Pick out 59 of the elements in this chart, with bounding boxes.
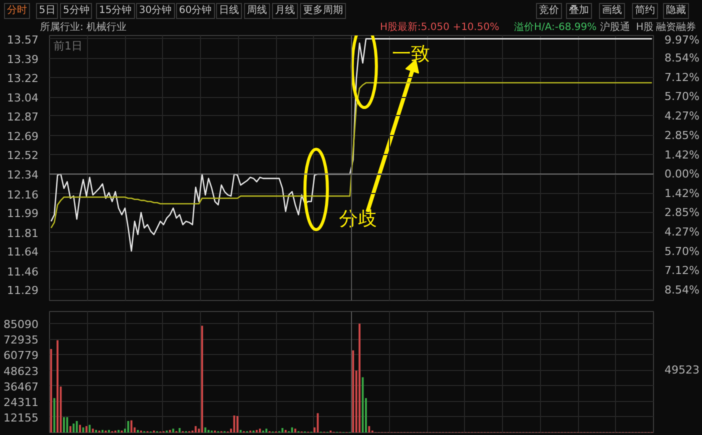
y2-tick-label: 9.97% [664,34,700,46]
text: 15分钟 [96,3,135,19]
text: 沪股通 [600,21,630,35]
text: 日线 [216,3,242,19]
y-tick-label: 24311 [4,396,39,409]
y2-tick-label: 7.12% [664,70,700,84]
text: H股最新:5.050 +10.50% [380,21,500,35]
y-tick-label: 11.81 [7,226,39,240]
y-tick-label: 72935 [4,334,39,347]
y2-tick-label: 8.54% [664,52,700,65]
y-tick-label: 11.29 [7,284,39,298]
text: 周线 [244,3,270,19]
y2-tick-label: 5.70% [664,244,700,258]
y-tick-label: 12.52 [7,148,39,162]
text: 分时 [4,3,30,19]
y2-tick-label: 7.12% [664,264,700,278]
text: 叠加 [566,3,592,19]
annotation: 前1日 [54,40,82,52]
y-tick-label: 60779 [4,349,39,362]
y-tick-label: 36467 [4,380,39,394]
y2-tick-label: 5.70% [664,90,700,104]
y-tick-label: 11.46 [7,265,39,278]
annotation: 一致 [392,43,430,66]
y2-tick-label: 4.27% [664,110,700,123]
text: 所属行业: 机械行业 [40,21,127,35]
text: 融资融券 [656,21,696,35]
y-tick-label: 12.87 [7,110,39,124]
text: 月线 [272,3,298,19]
y-tick-label: 13.39 [7,53,39,66]
text: 60分钟 [176,3,215,19]
y-tick-label: 12155 [4,411,39,424]
y-tick-label: 13.57 [7,33,39,46]
text: 30分钟 [136,3,175,19]
y2-tick-label: 2.85% [664,206,700,220]
y2-tick-label: 0.00% [664,168,700,181]
text: 竞价 [536,3,562,19]
y-tick-label: 11.99 [7,207,39,220]
text: 溢价H/A:-68.99% [514,21,597,35]
y2-tick-label: 2.85% [664,128,700,142]
y-tick-label: 13.22 [7,72,39,85]
y-tick-label: 12.16 [7,188,39,202]
text: 49523 [664,364,700,377]
text: 更多周期 [300,3,346,19]
y-tick-label: 13.04 [7,92,39,105]
y2-tick-label: 4.27% [664,225,700,238]
y2-tick-label: 1.42% [664,186,700,200]
y2-tick-label: 1.42% [664,148,700,162]
y-tick-label: 12.34 [7,168,39,182]
y-tick-label: 12.69 [7,130,39,144]
text: 5日 [36,3,58,19]
y-tick-label: 85090 [4,318,39,332]
text: 简约 [632,3,658,19]
text: 画线 [599,3,625,19]
y2-tick-label: 8.54% [664,283,700,296]
text: 5分钟 [60,3,92,19]
y-tick-label: 48623 [4,364,39,378]
text: 隐藏 [663,3,689,19]
y-tick-label: 11.64 [7,246,39,259]
text: H股 [636,21,654,35]
